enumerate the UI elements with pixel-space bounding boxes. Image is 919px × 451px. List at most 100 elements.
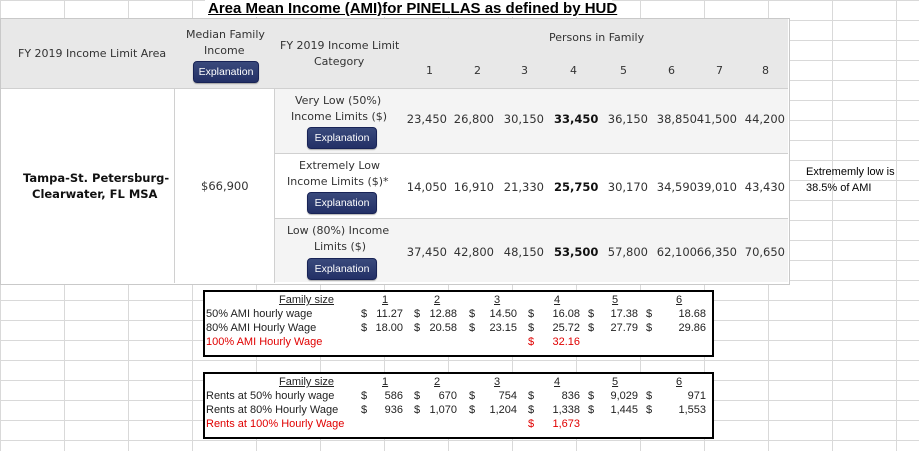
rent_table-dollar-sign: $ (528, 418, 535, 430)
rent_table-cell-value: 1,553 (678, 404, 706, 416)
person-col-3: 3 (521, 64, 528, 77)
income-limit-value: 62,100 (656, 245, 697, 259)
wage_table-cell-value: 27.79 (610, 322, 638, 334)
rent_table-row-label: Rents at 80% Hourly Wage (206, 404, 339, 416)
wage_table-dollar-sign: $ (528, 308, 535, 320)
income-limit-value: 66,350 (696, 245, 737, 259)
category-label: Very Low (50%) (295, 94, 382, 107)
rent_table-size-header: 4 (554, 376, 561, 388)
wage_table-dollar-sign: $ (646, 308, 653, 320)
rent_table-size-header: 5 (612, 376, 619, 388)
wage_table-cell-value: 17.38 (610, 308, 638, 320)
area-name-line1: Tampa-St. Petersburg- (23, 171, 170, 185)
wage_table-cell-value: 25.72 (552, 322, 580, 334)
very-low-explanation-button[interactable]: Explanation (307, 127, 377, 149)
rent_table-dollar-sign: $ (361, 390, 368, 402)
rent_table-cell-value: 586 (384, 390, 403, 402)
income-limit-value: 25,750 (554, 180, 599, 194)
area-name-line2: Clearwater, FL MSA (32, 187, 158, 201)
income-limit-value: 14,050 (406, 180, 447, 194)
wage_table-dollar-sign: $ (361, 308, 368, 320)
rent_table-cell-value: 1,338 (552, 404, 580, 416)
rent_table-dollar-sign: $ (469, 404, 476, 416)
wage_table-size-header: 6 (676, 294, 683, 306)
rent_table-cell-value: 754 (498, 390, 517, 402)
page-title: Area Mean Income (AMI)for PINELLAS as de… (205, 0, 617, 17)
person-col-5: 5 (620, 64, 627, 77)
wage_table-cell-value: 32.16 (552, 336, 580, 348)
wage_table-size-header: 1 (382, 294, 389, 306)
rent_table-cell-value: 1,070 (429, 404, 457, 416)
note-line2: 38.5% of AMI (806, 182, 872, 194)
category-label: Low (80%) Income (287, 224, 390, 237)
wage_table-dollar-sign: $ (588, 322, 595, 334)
column-divider (274, 88, 275, 283)
wage_table-dollar-sign: $ (646, 322, 653, 334)
person-col-4: 4 (570, 64, 577, 77)
wage_table-header-label: Family size (279, 294, 335, 306)
wage_table-dollar-sign: $ (528, 322, 535, 334)
income-limit-value: 33,450 (554, 112, 599, 126)
person-col-8: 8 (762, 64, 769, 77)
area-column-header: FY 2019 Income Limit Area (18, 47, 167, 60)
income-limit-value: 53,500 (554, 245, 599, 259)
rent_table-cell-value: 1,673 (552, 418, 580, 430)
wage_table-dollar-sign: $ (588, 308, 595, 320)
wage_table-cell-value: 18.00 (375, 322, 403, 334)
wage_table-size-header: 4 (554, 294, 561, 306)
category-label: Income Limits ($) (291, 110, 388, 123)
income-limit-value: 39,010 (696, 180, 737, 194)
rent-table (203, 372, 714, 439)
rent_table-header-label: Family size (279, 376, 335, 388)
rent_table-size-header: 2 (434, 376, 441, 388)
income-limit-value: 57,800 (607, 245, 648, 259)
category-header-line2: Category (314, 55, 365, 68)
rent_table-cell-value: 1,445 (610, 404, 638, 416)
wage_table-cell-value: 11.27 (376, 308, 403, 320)
income-limit-value: 43,430 (744, 180, 785, 194)
income-limit-value: 16,910 (453, 180, 494, 194)
rent_table-cell-value: 670 (438, 390, 457, 402)
wage_table-dollar-sign: $ (528, 336, 535, 348)
wage_table-dollar-sign: $ (469, 308, 476, 320)
wage_table-size-header: 5 (612, 294, 619, 306)
category-header-line1: FY 2019 Income Limit (280, 39, 400, 52)
rent_table-size-header: 3 (494, 376, 501, 388)
row-divider (275, 218, 788, 219)
rent_table-dollar-sign: $ (646, 390, 653, 402)
extremely-low-explanation-button[interactable]: Explanation (307, 192, 377, 214)
median-income-value: $66,900 (201, 179, 249, 193)
person-col-7: 7 (716, 64, 723, 77)
income-limit-value: 21,330 (503, 180, 544, 194)
median-header-line1: Median Family (186, 28, 265, 41)
rent_table-cell-value: 971 (687, 390, 706, 402)
wage_table-dollar-sign: $ (414, 308, 421, 320)
rent_table-cell-value: 936 (384, 404, 403, 416)
rent_table-size-header: 6 (676, 376, 683, 388)
wage_table-size-header: 2 (434, 294, 441, 306)
rent_table-dollar-sign: $ (588, 390, 595, 402)
rent_table-dollar-sign: $ (414, 404, 421, 416)
income-limit-value: 44,200 (744, 112, 785, 126)
person-col-6: 6 (668, 64, 675, 77)
category-label: Income Limits ($)* (287, 175, 389, 188)
person-col-1: 1 (426, 64, 433, 77)
median-explanation-button[interactable]: Explanation (193, 61, 259, 83)
income-limit-value: 26,800 (453, 112, 494, 126)
rent_table-dollar-sign: $ (528, 404, 535, 416)
wage_table-cell-value: 23.15 (489, 322, 517, 334)
rent_table-row-label: Rents at 100% Hourly Wage (206, 418, 345, 430)
low-explanation-button[interactable]: Explanation (307, 258, 377, 280)
income-limit-value: 41,500 (696, 112, 737, 126)
wage_table-cell-value: 18.68 (678, 308, 706, 320)
income-limit-value: 48,150 (503, 245, 544, 259)
income-limit-value: 34,590 (656, 180, 697, 194)
wage_table-cell-value: 12.88 (429, 308, 457, 320)
wage_table-cell-value: 14.50 (489, 308, 517, 320)
wage_table-cell-value: 29.86 (678, 322, 706, 334)
row-divider (275, 153, 788, 154)
rent_table-cell-value: 836 (561, 390, 580, 402)
rent_table-cell-value: 9,029 (610, 390, 638, 402)
rent_table-size-header: 1 (382, 376, 389, 388)
persons-header: Persons in Family (549, 31, 645, 44)
